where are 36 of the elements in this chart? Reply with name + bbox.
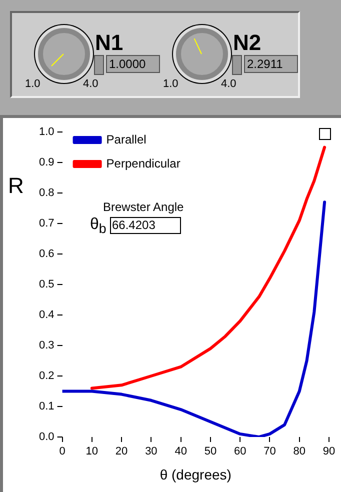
y-tick-label: 0.0 — [38, 431, 54, 444]
x-axis-title: θ (degrees) — [160, 466, 232, 482]
y-tick-label: 0.2 — [38, 370, 54, 382]
y-tick-label: 0.1 — [38, 400, 54, 413]
x-tick-label: 60 — [234, 446, 246, 458]
x-tick-label: 50 — [204, 446, 217, 458]
legend-label: Perpendicular — [106, 156, 180, 170]
legend-label: Parallel — [106, 132, 146, 146]
annotation: Brewster Angle — [103, 200, 184, 214]
y-tick-label: 0.9 — [38, 156, 54, 169]
text: 4.0 — [221, 78, 236, 90]
x-tick-label: 20 — [115, 446, 128, 458]
x-tick-label: 40 — [174, 446, 187, 458]
y-tick-label: 0.4 — [38, 309, 54, 322]
text: 4.0 — [83, 78, 98, 90]
y-tick-label: 0.5 — [38, 278, 54, 291]
y-tick-label: 0.8 — [38, 187, 54, 200]
x-tick-label: 30 — [145, 446, 158, 458]
text: 1.0 — [25, 78, 40, 90]
x-tick-label: 0 — [59, 446, 66, 458]
text: N2 — [233, 30, 262, 56]
y-tick-label: 1.0 — [38, 126, 54, 138]
annotation: 66.4203 — [110, 217, 181, 234]
text: N1 — [95, 30, 124, 56]
x-tick-label: 10 — [86, 446, 98, 458]
text: 1.0000 — [106, 55, 160, 73]
y-tick-label: 0.7 — [38, 218, 54, 230]
y-tick-label: 0.3 — [38, 340, 54, 352]
x-tick-label: 90 — [322, 446, 336, 458]
text: 2.2911 — [244, 55, 298, 73]
x-tick-label: 80 — [293, 446, 306, 458]
annotation: θ$_{b}$ — [90, 216, 106, 236]
x-tick-label: 70 — [264, 446, 276, 458]
text: 1.0 — [163, 78, 178, 90]
y-axis-title: R — [8, 173, 24, 199]
y-tick-label: 0.6 — [38, 248, 54, 260]
